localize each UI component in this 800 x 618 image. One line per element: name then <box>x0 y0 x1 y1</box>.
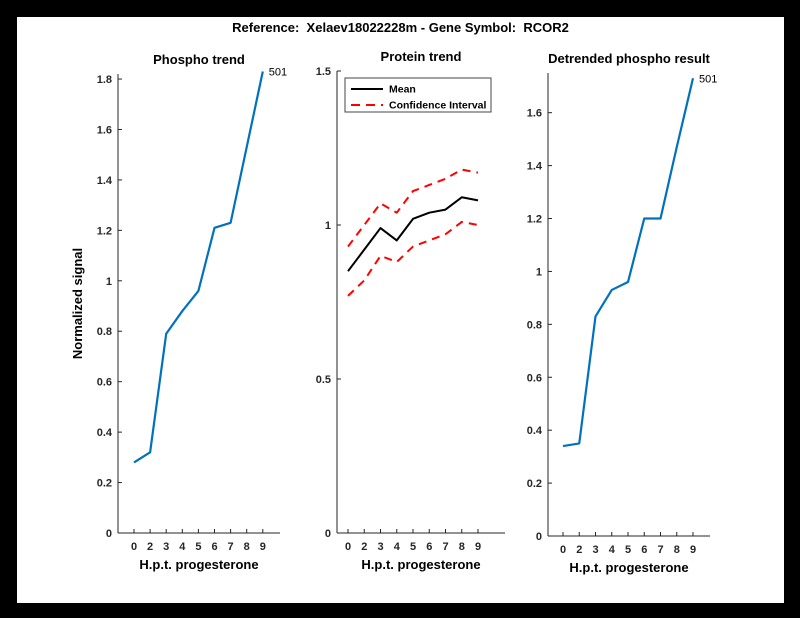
y-tick-label: 0.6 <box>97 377 112 389</box>
y-tick-label: 0 <box>106 528 112 540</box>
x-tick-label: 8 <box>674 544 680 556</box>
x-tick-label: 4 <box>179 541 186 553</box>
x-tick-label: 4 <box>394 541 401 553</box>
y-tick-label: 1.8 <box>97 74 112 86</box>
detrended-phospho-chart: 00.20.40.60.811.21.41.60 2 3 4 5 6 7 8 9Detrende… <box>527 51 718 575</box>
x-tick-label: 2 <box>361 541 367 553</box>
y-tick-label: 1.4 <box>527 161 543 173</box>
legend-box <box>344 77 492 113</box>
x-tick-label: 3 <box>377 541 383 553</box>
x-tick-label: 9 <box>260 541 266 553</box>
x-tick-label: 2 <box>576 544 582 556</box>
y-tick-label: 0.2 <box>527 478 542 490</box>
x-axis-label: H.p.t. progesterone <box>569 560 688 575</box>
y-tick-label: 0.8 <box>527 319 542 331</box>
y-tick-label: 1 <box>106 276 112 288</box>
y-axis-label: Normalized signal <box>70 248 85 359</box>
x-tick-label: 5 <box>195 541 201 553</box>
y-tick-label: 0.5 <box>316 374 331 386</box>
x-tick-label: 0 <box>345 541 351 553</box>
figure-title: Reference: Xelaev18022228m - Gene Symbol… <box>232 20 569 35</box>
x-tick-label: 6 <box>211 541 217 553</box>
x-tick-label: 7 <box>442 541 448 553</box>
x-tick-label: 7 <box>228 541 234 553</box>
x-tick-label: 9 <box>690 544 696 556</box>
y-tick-label: 0 <box>536 531 542 543</box>
x-tick-label: 6 <box>426 541 432 553</box>
x-tick-label: 2 <box>147 541 153 553</box>
legend-label: Confidence Interval <box>389 100 487 112</box>
y-tick-label: 0.6 <box>527 372 542 384</box>
y-tick-label: 0 <box>325 528 331 540</box>
series-line-lower-ci <box>347 220 479 297</box>
series-line-phospho <box>133 71 264 464</box>
y-tick-label: 1.2 <box>97 225 112 237</box>
x-tick-label: 8 <box>459 541 465 553</box>
x-tick-label: 7 <box>657 544 663 556</box>
legend-label: Mean <box>389 84 416 96</box>
x-axis-label: H.p.t. progesterone <box>361 557 480 572</box>
x-tick-label: 3 <box>163 541 169 553</box>
x-tick-label: 4 <box>609 544 616 556</box>
x-axis-label: H.p.t. progesterone <box>139 557 258 572</box>
x-tick-label: 6 <box>641 544 647 556</box>
y-tick-label: 1.5 <box>316 66 331 78</box>
x-tick-label: 9 <box>475 541 481 553</box>
chart-title: Protein trend <box>381 49 462 64</box>
y-tick-label: 1 <box>536 266 542 278</box>
chart-title: Detrended phospho result <box>548 51 710 66</box>
x-tick-label: 5 <box>410 541 416 553</box>
chart-title: Phospho trend <box>153 52 245 67</box>
y-tick-label: 1 <box>325 220 331 232</box>
series-line-mean <box>347 196 479 272</box>
x-tick-label: 3 <box>592 544 598 556</box>
x-tick-label: 5 <box>625 544 631 556</box>
y-tick-label: 0.4 <box>527 425 543 437</box>
y-tick-label: 1.6 <box>97 124 112 136</box>
x-tick-label: 0 <box>131 541 137 553</box>
y-tick-label: 0.8 <box>97 326 112 338</box>
x-tick-label: 0 <box>560 544 566 556</box>
endpoint-annotation: 501 <box>269 66 287 78</box>
series-line-upper-ci <box>347 168 479 248</box>
endpoint-annotation: 501 <box>699 73 717 85</box>
series-line-detrended <box>562 78 695 448</box>
phospho-trend-chart: 00.20.40.60.811.21.41.61.80 2 3 4 5 6 7 8 9Phosp… <box>70 52 287 572</box>
y-tick-label: 1.6 <box>527 108 542 120</box>
y-tick-label: 0.2 <box>97 478 112 490</box>
figure-canvas: Reference: Xelaev18022228m - Gene Symbol… <box>17 17 784 603</box>
y-tick-label: 1.2 <box>527 214 542 226</box>
y-tick-label: 1.4 <box>97 175 113 187</box>
y-tick-label: 0.4 <box>97 427 113 439</box>
x-tick-label: 8 <box>244 541 250 553</box>
